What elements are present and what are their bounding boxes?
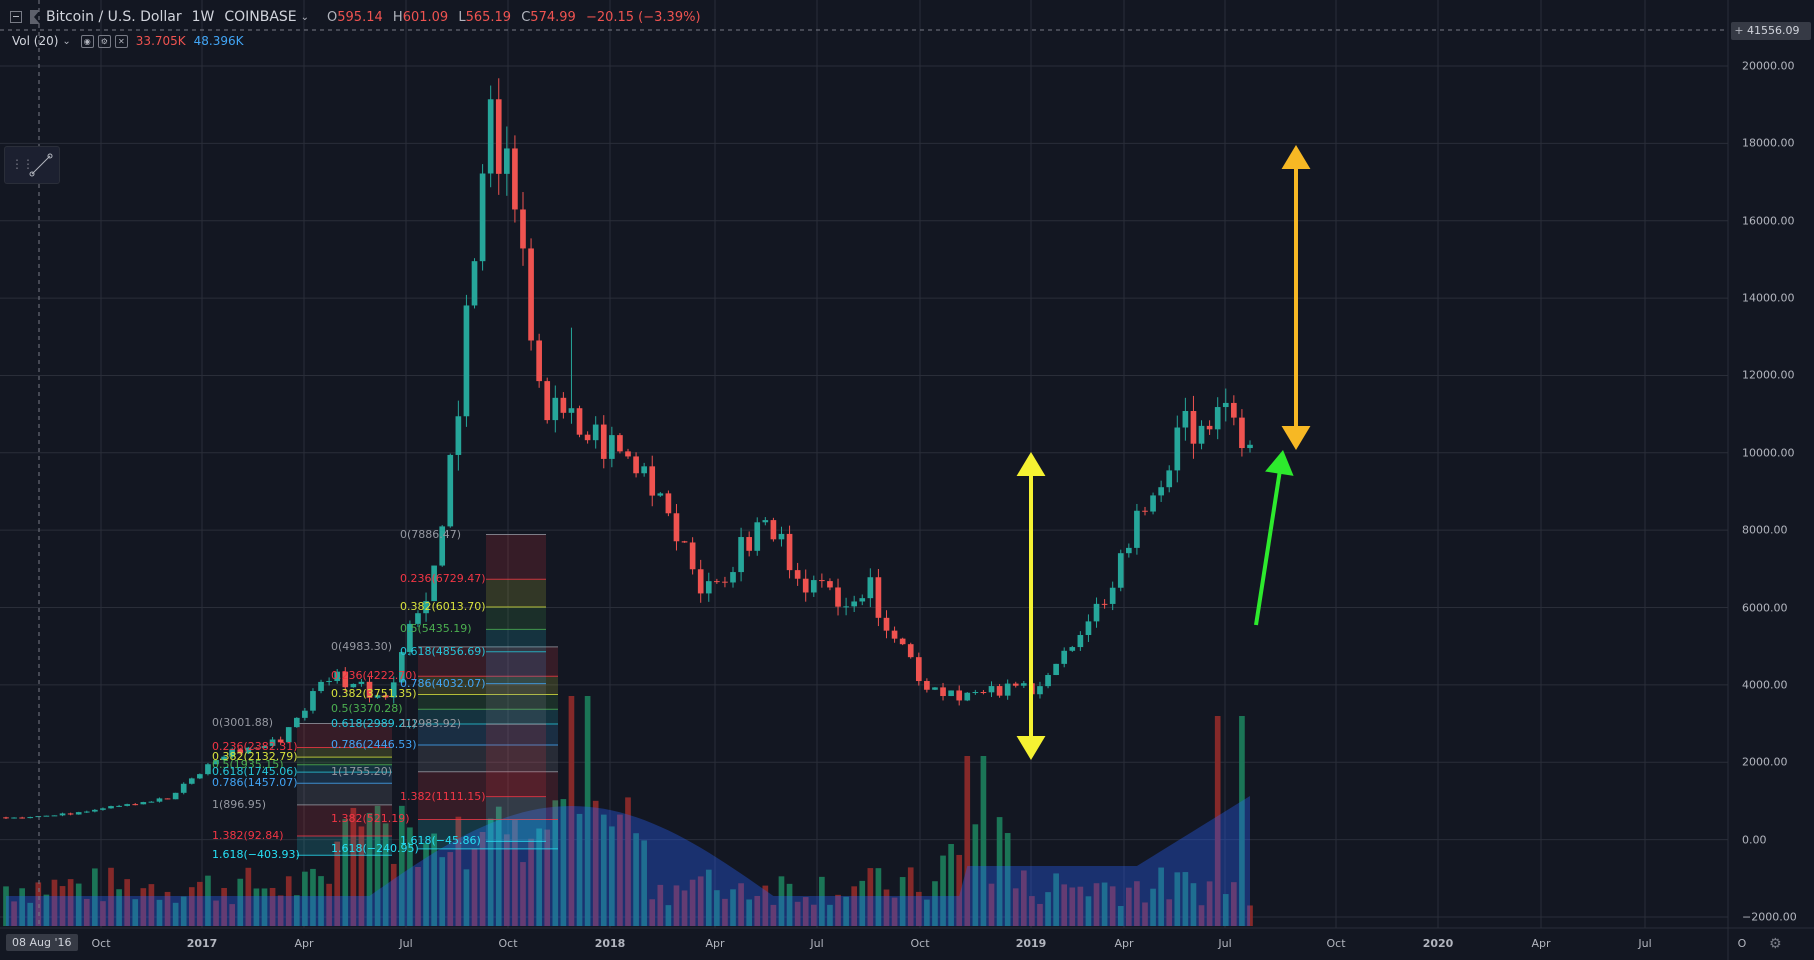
time-tick-label: Oct: [910, 937, 930, 950]
fib-level-label: 0.618(4856.69): [400, 644, 486, 658]
time-tick-label: Jul: [1218, 937, 1232, 950]
time-tick-label: Oct: [91, 937, 111, 950]
grid-lines: [0, 0, 1728, 928]
fib-level-label: 0.5(3370.28): [331, 702, 403, 716]
chevron-down-icon[interactable]: ⌄: [300, 11, 310, 23]
symbol-name[interactable]: Bitcoin / U.S. Dollar: [46, 9, 182, 25]
volume-ma-area: [6, 796, 1250, 926]
close-icon[interactable]: ✕: [114, 34, 128, 48]
collapse-icon[interactable]: [10, 11, 22, 23]
interval[interactable]: 1W: [191, 9, 215, 25]
volume-value: 33.705K: [135, 34, 186, 48]
fib-level-label: 0.618(1745.06): [212, 765, 298, 779]
tradingview-logo-icon: [30, 10, 40, 24]
time-tick-label: 2017: [186, 937, 218, 950]
volume-label[interactable]: Vol (20): [12, 34, 59, 48]
gear-icon[interactable]: ⚙: [1769, 936, 1782, 952]
fib-level-label: 0.5(5435.19): [400, 622, 472, 636]
fib-level-label: 1(2983.92): [400, 717, 462, 731]
price-tick-label: −2000.00: [1742, 910, 1797, 924]
ohlc-values: O595.14 H601.09 L565.19 C574.99 −20.15 (…: [327, 9, 701, 25]
symbol-legend[interactable]: Bitcoin / U.S. Dollar 1W COINBASE ⌄ O595…: [10, 7, 707, 27]
time-tick-label: Apr: [294, 937, 314, 950]
price-tick-label: 2000.00: [1742, 755, 1788, 769]
fib-level-label: 0.786(2446.53): [331, 737, 417, 751]
chevron-down-icon[interactable]: ⌄: [62, 35, 71, 47]
time-tick-label: Apr: [1114, 937, 1134, 950]
time-tick-label: Oct: [498, 937, 518, 950]
fib-level-label: 1.618(−403.93): [212, 848, 300, 862]
price-tick-label: 12000.00: [1742, 368, 1795, 382]
price-tick-label: 4000.00: [1742, 678, 1788, 692]
fib-level-label: 0.786(4032.07): [400, 676, 486, 690]
fib-level-label: 0.382(6013.70): [400, 599, 486, 613]
fib-level-label: 1(896.95): [212, 797, 267, 811]
price-tick-label: 16000.00: [1742, 214, 1795, 228]
fib-level-label: 1.618(−45.86): [400, 834, 481, 848]
time-tick-label: 2019: [1015, 937, 1047, 950]
volume-legend[interactable]: Vol (20) ⌄ ◉ ⚙ ✕ 33.705K 48.396K: [12, 32, 244, 50]
settings-icon[interactable]: ⚙: [97, 34, 111, 48]
volume-bars: [3, 696, 1253, 926]
fib-level-label: 0.382(3751.35): [331, 687, 417, 701]
time-tick-label: Oct: [1326, 937, 1346, 950]
price-tick-label: 14000.00: [1742, 291, 1795, 305]
price-tick-label: 20000.00: [1742, 59, 1795, 73]
fib-level-label: 0(3001.88): [212, 716, 274, 730]
fib-level-label: 0.618(2989.21): [331, 716, 417, 730]
candles: [3, 78, 1253, 819]
price-tick-label: 8000.00: [1742, 523, 1788, 537]
time-tick-label: Apr: [705, 937, 725, 950]
fib-level-label: 0(7886.47): [400, 527, 462, 541]
plus-icon[interactable]: +: [1734, 24, 1744, 37]
drag-handle-icon[interactable]: ⋮⋮: [11, 157, 34, 171]
time-tick-label: 2018: [594, 937, 626, 950]
price-tick-label: 6000.00: [1742, 601, 1788, 615]
fib-level-label: 0.236(4222.70): [331, 669, 417, 683]
fib-level-label: 0(4983.30): [331, 639, 393, 653]
time-tick-label: Jul: [1638, 937, 1652, 950]
time-tick-label: 2020: [1422, 937, 1454, 950]
price-tick-label: 0.00: [1742, 833, 1767, 847]
price-tick-label: 18000.00: [1742, 136, 1795, 150]
time-tick-label: Jul: [399, 937, 413, 950]
time-tick-label: O: [1737, 937, 1747, 950]
current-price-label: +41556.09: [1731, 22, 1811, 40]
fib-level-label: 0.5(1935.15): [212, 757, 284, 771]
time-cursor-label: 08 Aug '16: [6, 934, 78, 951]
fibonacci-retracements[interactable]: [297, 534, 558, 856]
volume-ma-value: 48.396K: [193, 34, 244, 48]
fib-level-label: 0.786(1457.07): [212, 776, 298, 790]
annotation-arrows[interactable]: [1016, 145, 1311, 760]
trend-line-icon[interactable]: [29, 153, 53, 177]
fib-level-label: 1.382(521.19): [331, 812, 410, 826]
fib-level-label: 0.236(6729.47): [400, 572, 486, 586]
fib-level-label: 1.618(−240.95): [331, 841, 419, 855]
time-tick-label: Apr: [1531, 937, 1551, 950]
time-tick-label: Jul: [810, 937, 824, 950]
eye-icon[interactable]: ◉: [80, 34, 94, 48]
drawing-toolbar[interactable]: ⋮⋮: [4, 146, 60, 184]
fib-level-label: 0.236(2382.31): [212, 740, 298, 754]
change-value: −20.15 (−3.39%): [585, 9, 701, 25]
price-tick-label: 10000.00: [1742, 446, 1795, 460]
fib-level-label: 1.382(1111.15): [400, 789, 486, 803]
fib-level-label: 1(1755.20): [331, 764, 393, 778]
exchange[interactable]: COINBASE: [224, 9, 297, 25]
fib-level-label: 1.382(92.84): [212, 829, 284, 842]
fib-level-label: 0.382(2132.79): [212, 750, 298, 764]
